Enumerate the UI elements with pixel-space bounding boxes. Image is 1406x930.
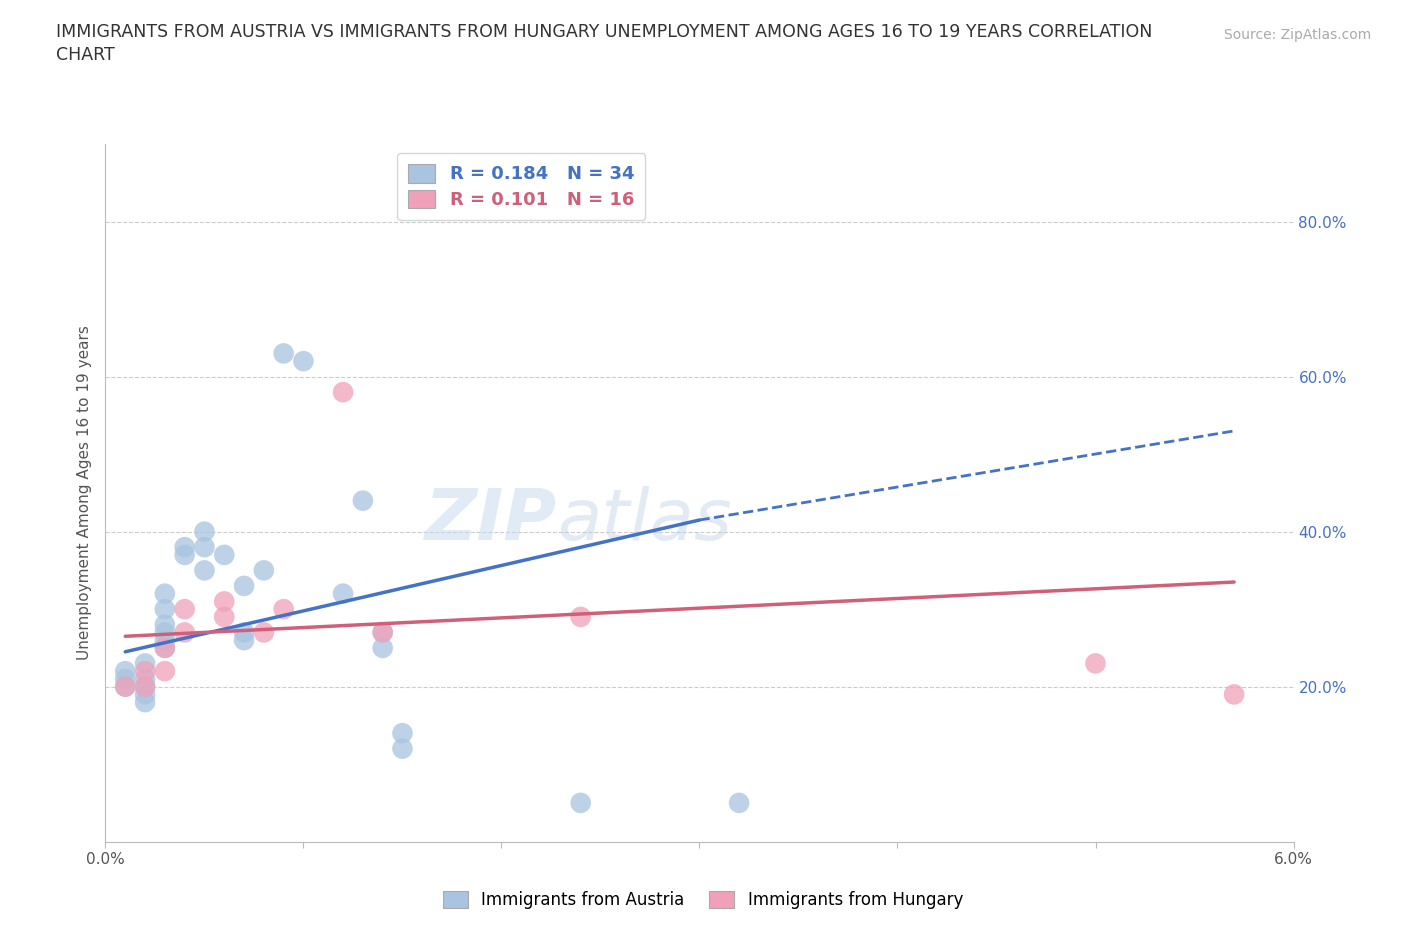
- Point: [273, 346, 295, 361]
- Point: [134, 679, 156, 694]
- Point: [332, 385, 354, 400]
- Point: [153, 586, 176, 601]
- Point: [114, 664, 136, 679]
- Point: [193, 563, 215, 578]
- Point: [134, 679, 156, 694]
- Point: [391, 741, 413, 756]
- Point: [332, 586, 354, 601]
- Point: [173, 539, 195, 554]
- Point: [134, 664, 156, 679]
- Point: [214, 594, 236, 609]
- Point: [134, 656, 156, 671]
- Point: [569, 795, 592, 810]
- Point: [114, 679, 136, 694]
- Text: IMMIGRANTS FROM AUSTRIA VS IMMIGRANTS FROM HUNGARY UNEMPLOYMENT AMONG AGES 16 TO: IMMIGRANTS FROM AUSTRIA VS IMMIGRANTS FR…: [56, 23, 1153, 41]
- Point: [153, 625, 176, 640]
- Point: [391, 725, 413, 740]
- Point: [114, 679, 136, 694]
- Point: [173, 625, 195, 640]
- Point: [153, 618, 176, 632]
- Y-axis label: Unemployment Among Ages 16 to 19 years: Unemployment Among Ages 16 to 19 years: [76, 326, 91, 660]
- Point: [233, 578, 256, 593]
- Point: [1223, 687, 1246, 702]
- Point: [292, 353, 315, 368]
- Point: [193, 539, 215, 554]
- Point: [1084, 656, 1107, 671]
- Point: [253, 563, 276, 578]
- Point: [233, 632, 256, 647]
- Point: [153, 641, 176, 656]
- Point: [134, 671, 156, 686]
- Point: [569, 609, 592, 624]
- Point: [273, 602, 295, 617]
- Text: atlas: atlas: [557, 486, 731, 555]
- Point: [214, 609, 236, 624]
- Text: CHART: CHART: [56, 46, 115, 64]
- Point: [214, 548, 236, 563]
- Point: [153, 602, 176, 617]
- Point: [153, 664, 176, 679]
- Legend: R = 0.184   N = 34, R = 0.101   N = 16: R = 0.184 N = 34, R = 0.101 N = 16: [398, 153, 645, 219]
- Point: [153, 641, 176, 656]
- Point: [134, 687, 156, 702]
- Point: [371, 625, 394, 640]
- Text: ZIP: ZIP: [425, 486, 557, 555]
- Point: [253, 625, 276, 640]
- Point: [134, 695, 156, 710]
- Point: [173, 602, 195, 617]
- Point: [728, 795, 751, 810]
- Point: [193, 525, 215, 539]
- Legend: Immigrants from Austria, Immigrants from Hungary: Immigrants from Austria, Immigrants from…: [434, 883, 972, 917]
- Point: [173, 548, 195, 563]
- Point: [371, 625, 394, 640]
- Point: [153, 632, 176, 647]
- Point: [114, 671, 136, 686]
- Point: [371, 641, 394, 656]
- Text: Source: ZipAtlas.com: Source: ZipAtlas.com: [1223, 28, 1371, 42]
- Point: [352, 493, 374, 508]
- Point: [233, 625, 256, 640]
